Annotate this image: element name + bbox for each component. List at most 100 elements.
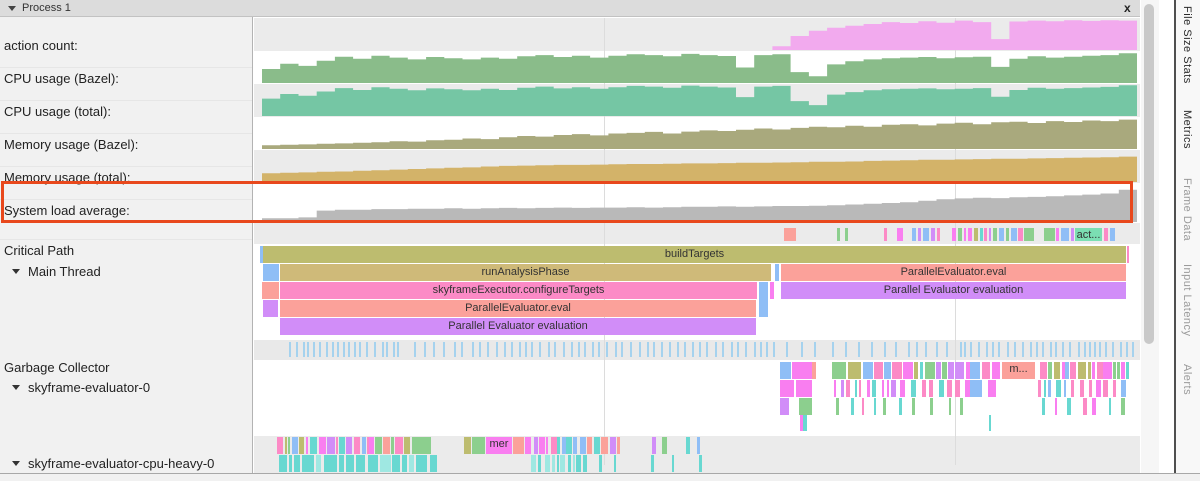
timeline-canvas[interactable]: act... buildTargets runAnalysisPhase Paral… <box>254 17 1140 473</box>
trace-event-bar[interactable] <box>1104 342 1107 357</box>
trace-event-bar[interactable] <box>845 342 848 357</box>
trace-event-bar[interactable] <box>1079 380 1084 397</box>
trace-event-bar[interactable] <box>1056 228 1059 241</box>
trace-event-bar[interactable] <box>1125 342 1128 357</box>
trace-event-bar[interactable] <box>342 342 345 357</box>
trace-event-bar[interactable] <box>928 380 933 397</box>
trace-event-bar[interactable] <box>858 342 860 357</box>
trace-event-bar[interactable] <box>367 455 379 472</box>
trace-event-bar[interactable] <box>557 437 561 454</box>
trace-event-bar[interactable] <box>955 380 961 397</box>
trace-event-bar[interactable] <box>669 342 671 357</box>
trace-event-bar[interactable] <box>786 342 788 357</box>
trace-event-bar[interactable] <box>379 455 391 472</box>
trace-event-bar[interactable] <box>557 455 560 472</box>
trace-event-bar[interactable] <box>859 380 862 397</box>
trace-event-bar[interactable] <box>1054 398 1057 415</box>
trace-event-bar[interactable] <box>737 342 740 357</box>
trace-event-bar[interactable] <box>487 342 490 357</box>
trace-event-bar[interactable] <box>472 342 474 357</box>
trace-event-bar[interactable] <box>1069 362 1077 379</box>
trace-event-bar[interactable] <box>845 228 848 241</box>
trace-event-bar[interactable] <box>948 398 951 415</box>
trace-event-bar[interactable] <box>614 342 617 357</box>
trace-event-bar[interactable] <box>587 437 592 454</box>
trace-event-bar[interactable] <box>895 342 898 357</box>
trace-event-labeled[interactable]: buildTargets <box>263 246 1126 263</box>
trace-event-labeled[interactable]: ParallelEvaluator.eval <box>280 300 756 317</box>
trace-event-bar[interactable] <box>891 362 902 379</box>
trace-event-bar[interactable] <box>513 437 524 454</box>
trace-event-bar[interactable] <box>937 228 940 241</box>
trace-event-bar[interactable] <box>855 362 862 379</box>
trace-event-bar[interactable] <box>479 342 482 357</box>
trace-event-bar[interactable] <box>1022 342 1024 357</box>
trace-event-bar[interactable] <box>414 342 416 357</box>
trace-event-bar[interactable] <box>296 342 299 357</box>
trace-event-bar[interactable] <box>730 342 733 357</box>
trace-event-labeled[interactable]: ParallelEvaluator.eval <box>781 264 1126 281</box>
trace-event-bar[interactable] <box>1110 228 1115 241</box>
trace-event-bar[interactable] <box>1017 228 1023 241</box>
trace-event-bar[interactable] <box>356 455 366 472</box>
trace-event-bar[interactable] <box>903 362 913 379</box>
vertical-scrollbar[interactable] <box>1141 0 1159 473</box>
trace-event-bar[interactable] <box>918 228 921 241</box>
trace-event-bar[interactable] <box>294 455 300 472</box>
trace-event-bar[interactable] <box>919 362 924 379</box>
trace-event-bar[interactable] <box>799 398 812 415</box>
trace-event-bar[interactable] <box>570 342 573 357</box>
trace-event-bar[interactable] <box>1083 342 1086 357</box>
trace-event-bar[interactable] <box>988 228 992 241</box>
trace-event-bar[interactable] <box>784 228 796 241</box>
trace-event-bar[interactable] <box>593 437 600 454</box>
trace-event-bar[interactable] <box>697 437 700 454</box>
trace-event-bar[interactable] <box>1096 380 1101 397</box>
trace-event-bar[interactable] <box>566 437 572 454</box>
trace-event-bar[interactable] <box>1070 380 1075 397</box>
trace-event-bar[interactable] <box>617 437 620 454</box>
trace-event-bar[interactable] <box>309 437 317 454</box>
trace-event-bar[interactable] <box>306 342 309 357</box>
trace-event-bar[interactable] <box>759 342 762 357</box>
trace-event-bar[interactable] <box>524 342 527 357</box>
trace-event-bar[interactable] <box>845 380 850 397</box>
trace-event-bar[interactable] <box>562 437 566 454</box>
trace-event-bar[interactable] <box>699 342 702 357</box>
trace-event-bar[interactable] <box>359 342 362 357</box>
trace-event-bar[interactable] <box>991 342 994 357</box>
system-load-chart[interactable] <box>254 183 1140 223</box>
trace-event-bar[interactable] <box>780 398 789 415</box>
memory-usage-total-chart[interactable] <box>254 150 1140 183</box>
trace-event-bar[interactable] <box>366 437 370 454</box>
trace-event-bar[interactable] <box>873 362 883 379</box>
horizontal-scrollbar[interactable] <box>0 473 1200 481</box>
trace-event-bar[interactable] <box>722 342 725 357</box>
trace-event-bar[interactable] <box>832 362 846 379</box>
trace-event-bar[interactable] <box>1056 380 1062 397</box>
trace-event-bar[interactable] <box>606 342 609 357</box>
trace-event-bar[interactable] <box>983 228 988 241</box>
trace-event-bar[interactable] <box>1102 380 1109 397</box>
label-skyframe-evaluator-cpu-heavy-0[interactable]: skyframe-evaluator-cpu-heavy-0 <box>0 453 252 481</box>
trace-event-bar[interactable] <box>548 342 551 357</box>
trace-event-bar[interactable] <box>952 228 956 241</box>
trace-event-bar[interactable] <box>1006 228 1010 241</box>
trace-event-labeled[interactable]: Parallel Evaluator evaluation <box>280 318 756 335</box>
trace-event-bar[interactable] <box>1112 362 1116 379</box>
trace-event-bar[interactable] <box>305 437 309 454</box>
trace-event-bar[interactable] <box>946 342 949 357</box>
trace-event-bar[interactable] <box>796 380 812 397</box>
trace-event-bar[interactable] <box>964 380 971 397</box>
trace-event-bar[interactable] <box>326 342 329 357</box>
trace-event-bar[interactable] <box>882 398 886 415</box>
trace-event-bar[interactable] <box>912 228 916 241</box>
trace-event-bar[interactable] <box>834 380 837 397</box>
trace-event-bar[interactable] <box>1069 342 1072 357</box>
trace-event-bar[interactable] <box>686 437 690 454</box>
trace-event-bar[interactable] <box>1111 342 1114 357</box>
trace-event-bar[interactable] <box>572 455 576 472</box>
trace-event-bar[interactable] <box>1013 342 1016 357</box>
trace-event-bar[interactable] <box>871 342 874 357</box>
trace-event-bar[interactable] <box>347 342 350 357</box>
